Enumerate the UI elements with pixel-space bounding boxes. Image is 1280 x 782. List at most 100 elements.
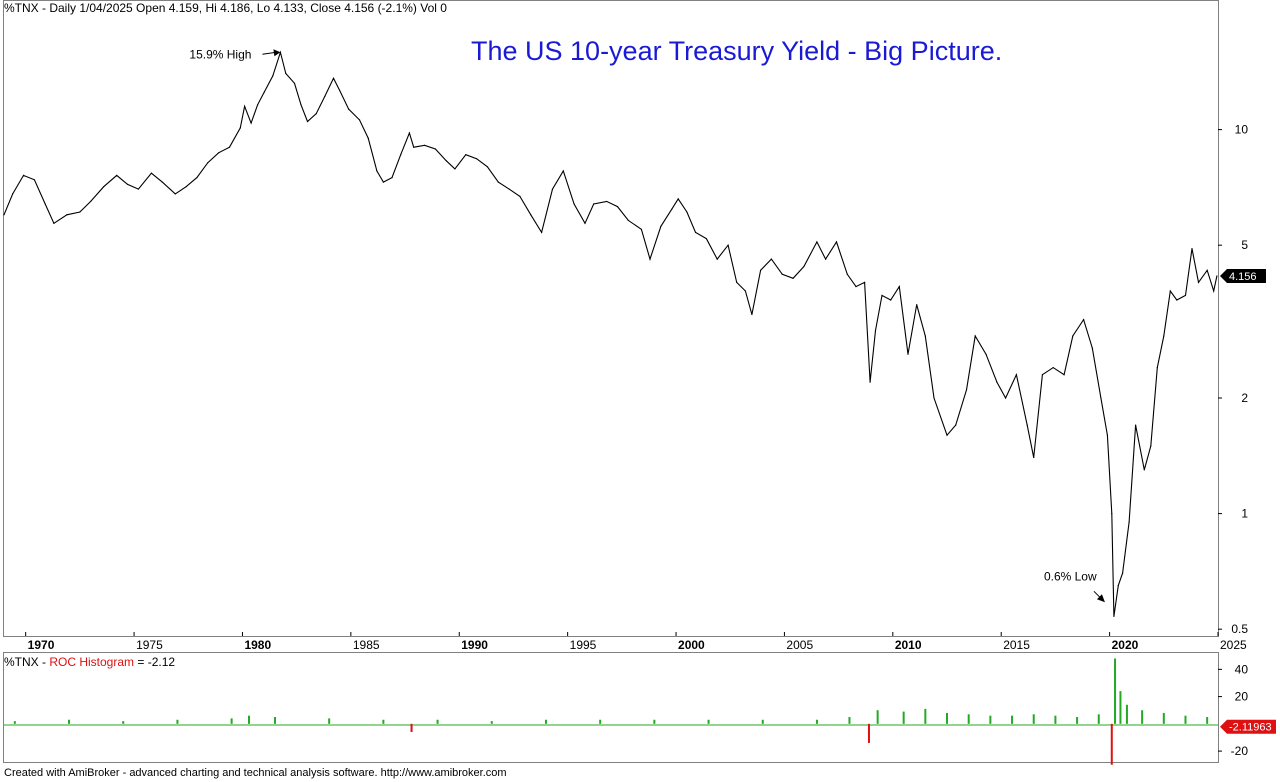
roc-header-prefix: %TNX - (4, 655, 50, 669)
price-point (1216, 275, 1218, 277)
roc-bar (867, 723, 870, 743)
roc-bar (1141, 710, 1144, 724)
price-header: %TNX - Daily 1/04/2025 Open 4.159, Hi 4.… (4, 1, 447, 15)
roc-bar (876, 710, 879, 724)
price-point (1150, 445, 1152, 447)
last-price-marker: 4.156 (1220, 269, 1266, 284)
price-point (727, 244, 729, 246)
roc-bar (1125, 704, 1128, 724)
price-point (1052, 366, 1054, 369)
price-point (1072, 335, 1074, 337)
roc-header-name: ROC Histogram (49, 655, 135, 669)
x-tick-label: 2010 (895, 638, 922, 652)
price-point (946, 434, 948, 436)
price-point (519, 195, 521, 197)
x-tick-label: 1970 (28, 638, 55, 652)
price-point (239, 127, 241, 129)
price-point (66, 214, 68, 216)
last-price-label: 4.156 (1229, 271, 1257, 283)
last-roc-label: -2.11963 (1229, 722, 1272, 734)
price-point (367, 137, 369, 139)
annotation-high-label: 15.9% High (189, 47, 251, 61)
price-point (627, 219, 629, 222)
price-point (332, 77, 335, 79)
price-point (736, 281, 738, 284)
roc-bar (410, 723, 413, 733)
roc-bar (946, 712, 949, 724)
roc-pane-frame (3, 652, 1219, 763)
price-point (996, 381, 998, 383)
price-point (1082, 319, 1085, 321)
roc-bar (848, 717, 851, 724)
last-roc-badge (1220, 719, 1276, 734)
price-y-axis: 10 5 2 1 0.5 (1218, 123, 1249, 636)
roc-bar (653, 719, 656, 724)
price-point (770, 258, 773, 260)
roc-bar (989, 715, 992, 724)
roc-bar (382, 719, 385, 724)
price-point (116, 174, 118, 176)
x-tick-label: 2015 (1003, 638, 1030, 652)
price-point (185, 186, 187, 188)
price-point (759, 269, 762, 271)
price-point (454, 168, 456, 170)
price-point (161, 181, 163, 183)
price-point (1184, 294, 1187, 297)
price-point (348, 108, 350, 110)
x-tick-label: 2005 (786, 638, 813, 652)
roc-bar (1076, 717, 1079, 724)
price-point (508, 188, 510, 190)
annotation-low-arrowhead (1096, 594, 1105, 603)
roc-bar (761, 719, 764, 724)
price-point (434, 148, 437, 150)
x-tick-label: 1995 (570, 638, 597, 652)
price-point (855, 286, 857, 288)
price-point (705, 238, 707, 240)
price-y-tick-label: 10 (1235, 123, 1249, 137)
price-y-tick-label: 5 (1241, 238, 1248, 252)
roc-bar (967, 714, 970, 724)
roc-bar (924, 708, 927, 724)
price-point (1113, 615, 1115, 617)
price-point (263, 91, 265, 93)
x-tick-label: 1990 (461, 638, 488, 652)
roc-bar (1011, 715, 1014, 724)
roc-bar (599, 719, 602, 724)
price-y-tick-label: 1 (1241, 507, 1248, 521)
price-point (293, 82, 296, 84)
price-point (53, 222, 55, 224)
roc-bar (1119, 691, 1122, 724)
price-series-line (3, 50, 1218, 617)
price-point (497, 181, 499, 183)
price-point (376, 170, 378, 172)
price-point (694, 231, 697, 233)
roc-bar (1114, 658, 1117, 724)
price-point (593, 203, 595, 205)
price-point (1169, 290, 1171, 292)
time-x-axis: 1970 1975 1980 1985 1990 1995 2000 2005 2010 2015… (25, 632, 1247, 652)
price-point (1163, 335, 1165, 337)
price-point (79, 211, 81, 213)
footer-credit: Created with AmiBroker - advanced charti… (4, 767, 507, 779)
price-point (1041, 374, 1044, 376)
roc-bar (1162, 712, 1165, 724)
price-point (816, 241, 818, 243)
price-point (408, 132, 410, 134)
price-point (1111, 512, 1113, 515)
price-point (965, 389, 968, 391)
roc-bar (436, 719, 439, 724)
price-point (835, 241, 838, 243)
price-point (279, 51, 282, 53)
price-point (562, 170, 564, 172)
price-point (640, 228, 642, 230)
price-point (573, 203, 575, 205)
price-point (606, 200, 608, 203)
roc-bar (68, 719, 71, 724)
price-point (1015, 374, 1017, 376)
price-point (907, 353, 909, 355)
price-y-tick-label: 0.5 (1231, 622, 1248, 636)
price-point (744, 290, 747, 292)
roc-bar (815, 719, 818, 724)
roc-bar (490, 721, 493, 724)
